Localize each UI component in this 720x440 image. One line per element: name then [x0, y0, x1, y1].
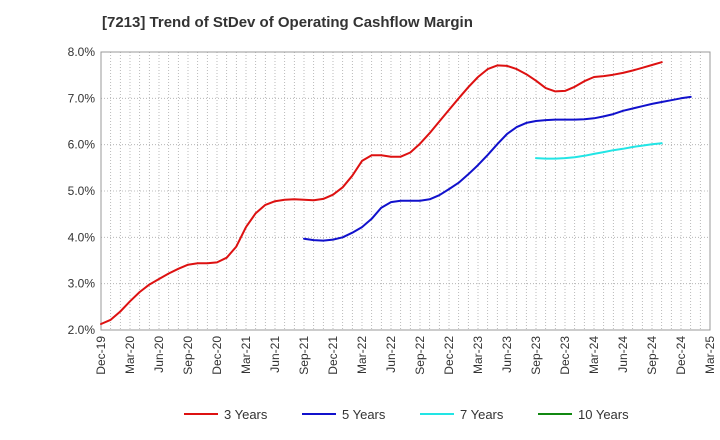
y-tick-label: 8.0% [68, 45, 96, 59]
x-axis: Dec-19 Mar-20 Jun-20 Sep-20 Dec-20 Mar-21 Jun-… [94, 336, 717, 375]
x-tick-label: Dec-19 [94, 336, 108, 375]
plot-frame [100, 51, 711, 331]
y-tick-label: 2.0% [68, 323, 96, 337]
x-tick-label: Mar-25 [703, 336, 717, 374]
x-tick-label: Dec-23 [558, 336, 572, 375]
legend-label: 5 Years [342, 407, 386, 422]
legend-label: 10 Years [578, 407, 629, 422]
x-tick-label: Dec-22 [442, 336, 456, 375]
x-tick-label: Sep-24 [645, 336, 659, 375]
legend: 3 Years 5 Years 7 Years 10 Years [184, 407, 629, 422]
y-tick-label: 3.0% [68, 277, 96, 291]
y-tick-label: 4.0% [68, 230, 96, 244]
x-tick-label: Sep-21 [297, 336, 311, 375]
y-tick-label: 5.0% [68, 184, 96, 198]
x-tick-label: Jun-24 [616, 336, 630, 373]
x-tick-label: Dec-24 [674, 336, 688, 375]
series-layer [100, 61, 692, 325]
x-tick-label: Mar-23 [471, 336, 485, 374]
legend-label: 7 Years [460, 407, 504, 422]
x-tick-label: Mar-20 [123, 336, 137, 374]
grid-layer [101, 52, 710, 330]
chart-title: [7213] Trend of StDev of Operating Cashf… [102, 14, 473, 31]
x-tick-label: Jun-23 [500, 336, 514, 373]
x-tick-label: Mar-21 [239, 336, 253, 374]
x-tick-label: Jun-21 [268, 336, 282, 373]
legend-label: 3 Years [224, 407, 268, 422]
series-line [303, 95, 692, 242]
x-tick-label: Sep-20 [181, 336, 195, 375]
y-axis: 2.0% 3.0% 4.0% 5.0% 6.0% 7.0% 8.0% [68, 45, 96, 337]
series-line [535, 142, 663, 160]
x-tick-label: Sep-23 [529, 336, 543, 375]
x-tick-label: Mar-24 [587, 336, 601, 374]
x-tick-label: Jun-22 [384, 336, 398, 373]
series-line [100, 61, 663, 325]
x-tick-label: Dec-20 [210, 336, 224, 375]
x-tick-label: Jun-20 [152, 336, 166, 373]
x-tick-label: Mar-22 [355, 336, 369, 374]
y-tick-label: 6.0% [68, 138, 96, 152]
x-tick-label: Sep-22 [413, 336, 427, 375]
y-tick-label: 7.0% [68, 91, 96, 105]
x-tick-label: Dec-21 [326, 336, 340, 375]
